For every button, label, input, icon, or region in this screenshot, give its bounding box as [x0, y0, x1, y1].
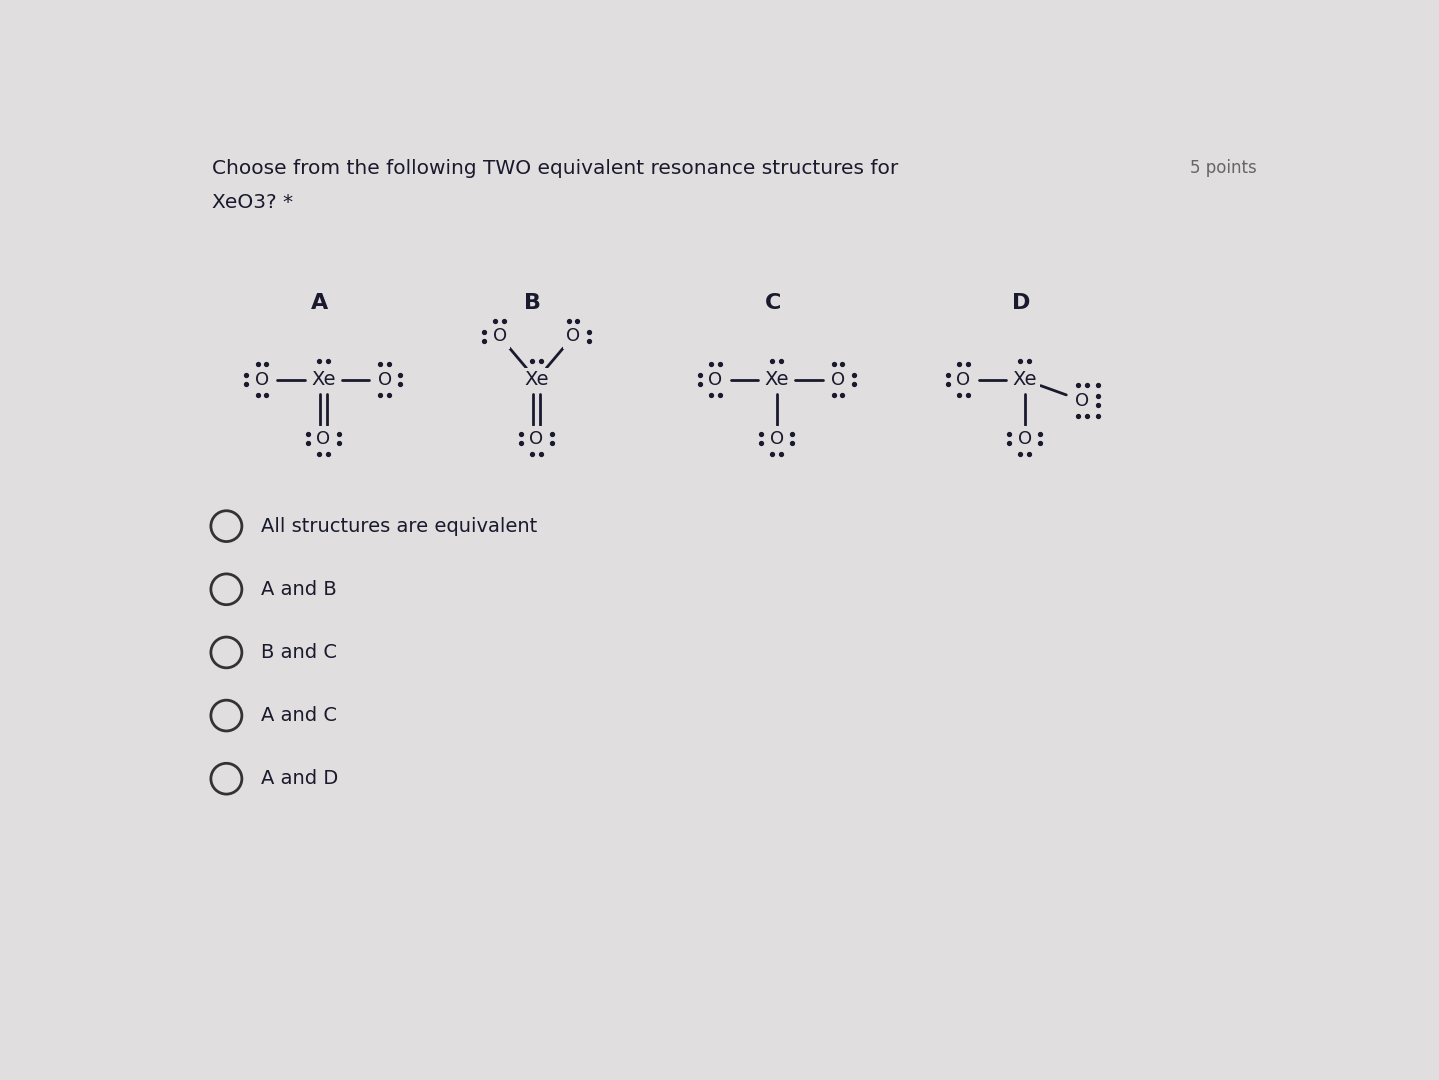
Text: Xe: Xe — [524, 370, 548, 390]
Text: O: O — [1075, 392, 1089, 409]
Text: A: A — [311, 293, 328, 313]
Text: B and C: B and C — [262, 643, 337, 662]
Text: Xe: Xe — [311, 370, 335, 390]
Text: O: O — [770, 430, 784, 448]
Text: O: O — [955, 370, 970, 389]
Text: A and C: A and C — [262, 706, 337, 725]
Text: O: O — [377, 370, 391, 389]
Text: 5 points: 5 points — [1190, 159, 1258, 177]
Text: Choose from the following TWO equivalent resonance structures for: Choose from the following TWO equivalent… — [213, 159, 899, 178]
Text: Xe: Xe — [1013, 370, 1038, 390]
Text: Xe: Xe — [764, 370, 789, 390]
Text: C: C — [764, 293, 781, 313]
Text: O: O — [1017, 430, 1032, 448]
Text: O: O — [708, 370, 722, 389]
Text: All structures are equivalent: All structures are equivalent — [262, 516, 538, 536]
Text: O: O — [492, 327, 507, 346]
Text: XeO3? *: XeO3? * — [213, 192, 294, 212]
Text: O: O — [317, 430, 331, 448]
Text: O: O — [566, 327, 580, 346]
Text: O: O — [830, 370, 845, 389]
Text: O: O — [530, 430, 544, 448]
Text: A and B: A and B — [262, 580, 337, 598]
Text: B: B — [524, 293, 541, 313]
Text: O: O — [255, 370, 269, 389]
Text: A and D: A and D — [262, 769, 338, 788]
Text: D: D — [1012, 293, 1030, 313]
